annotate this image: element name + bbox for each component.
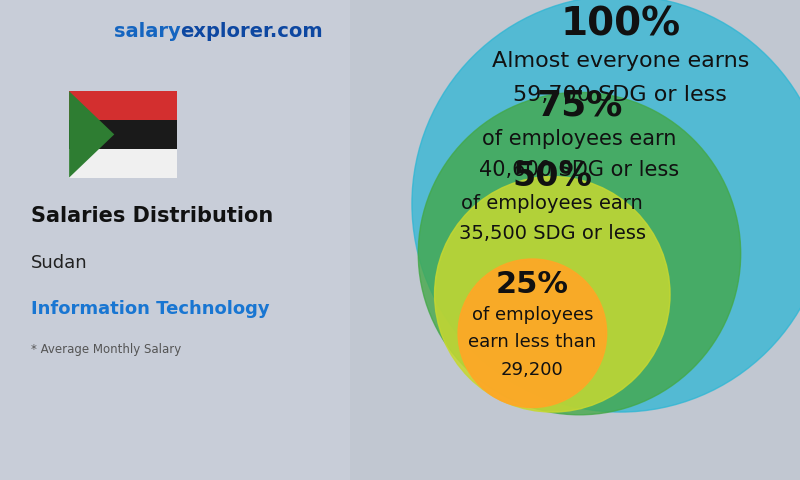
- Bar: [69, 91, 177, 120]
- Text: salary: salary: [114, 22, 181, 41]
- Text: explorer.com: explorer.com: [181, 22, 323, 41]
- Text: 75%: 75%: [536, 89, 622, 123]
- Text: 29,200: 29,200: [501, 360, 564, 379]
- Bar: [350, 0, 800, 480]
- Text: 25%: 25%: [496, 270, 569, 299]
- Text: 40,600 SDG or less: 40,600 SDG or less: [479, 160, 679, 180]
- Circle shape: [418, 92, 741, 415]
- Circle shape: [458, 259, 606, 408]
- Text: of employees earn: of employees earn: [462, 194, 643, 213]
- Text: Information Technology: Information Technology: [30, 300, 270, 318]
- Text: Almost everyone earns: Almost everyone earns: [491, 51, 749, 71]
- Bar: [69, 120, 177, 149]
- Circle shape: [412, 0, 800, 412]
- Bar: [69, 149, 177, 178]
- Text: 100%: 100%: [560, 5, 680, 44]
- Text: Sudan: Sudan: [30, 254, 87, 273]
- Polygon shape: [69, 91, 114, 178]
- Text: 35,500 SDG or less: 35,500 SDG or less: [459, 224, 646, 243]
- Text: Salaries Distribution: Salaries Distribution: [30, 206, 273, 227]
- Text: 50%: 50%: [512, 160, 592, 193]
- Text: earn less than: earn less than: [468, 333, 597, 351]
- Text: 59,700 SDG or less: 59,700 SDG or less: [514, 85, 727, 105]
- Text: * Average Monthly Salary: * Average Monthly Salary: [30, 343, 181, 356]
- Text: of employees: of employees: [472, 306, 593, 324]
- Circle shape: [434, 177, 670, 412]
- Text: of employees earn: of employees earn: [482, 129, 677, 149]
